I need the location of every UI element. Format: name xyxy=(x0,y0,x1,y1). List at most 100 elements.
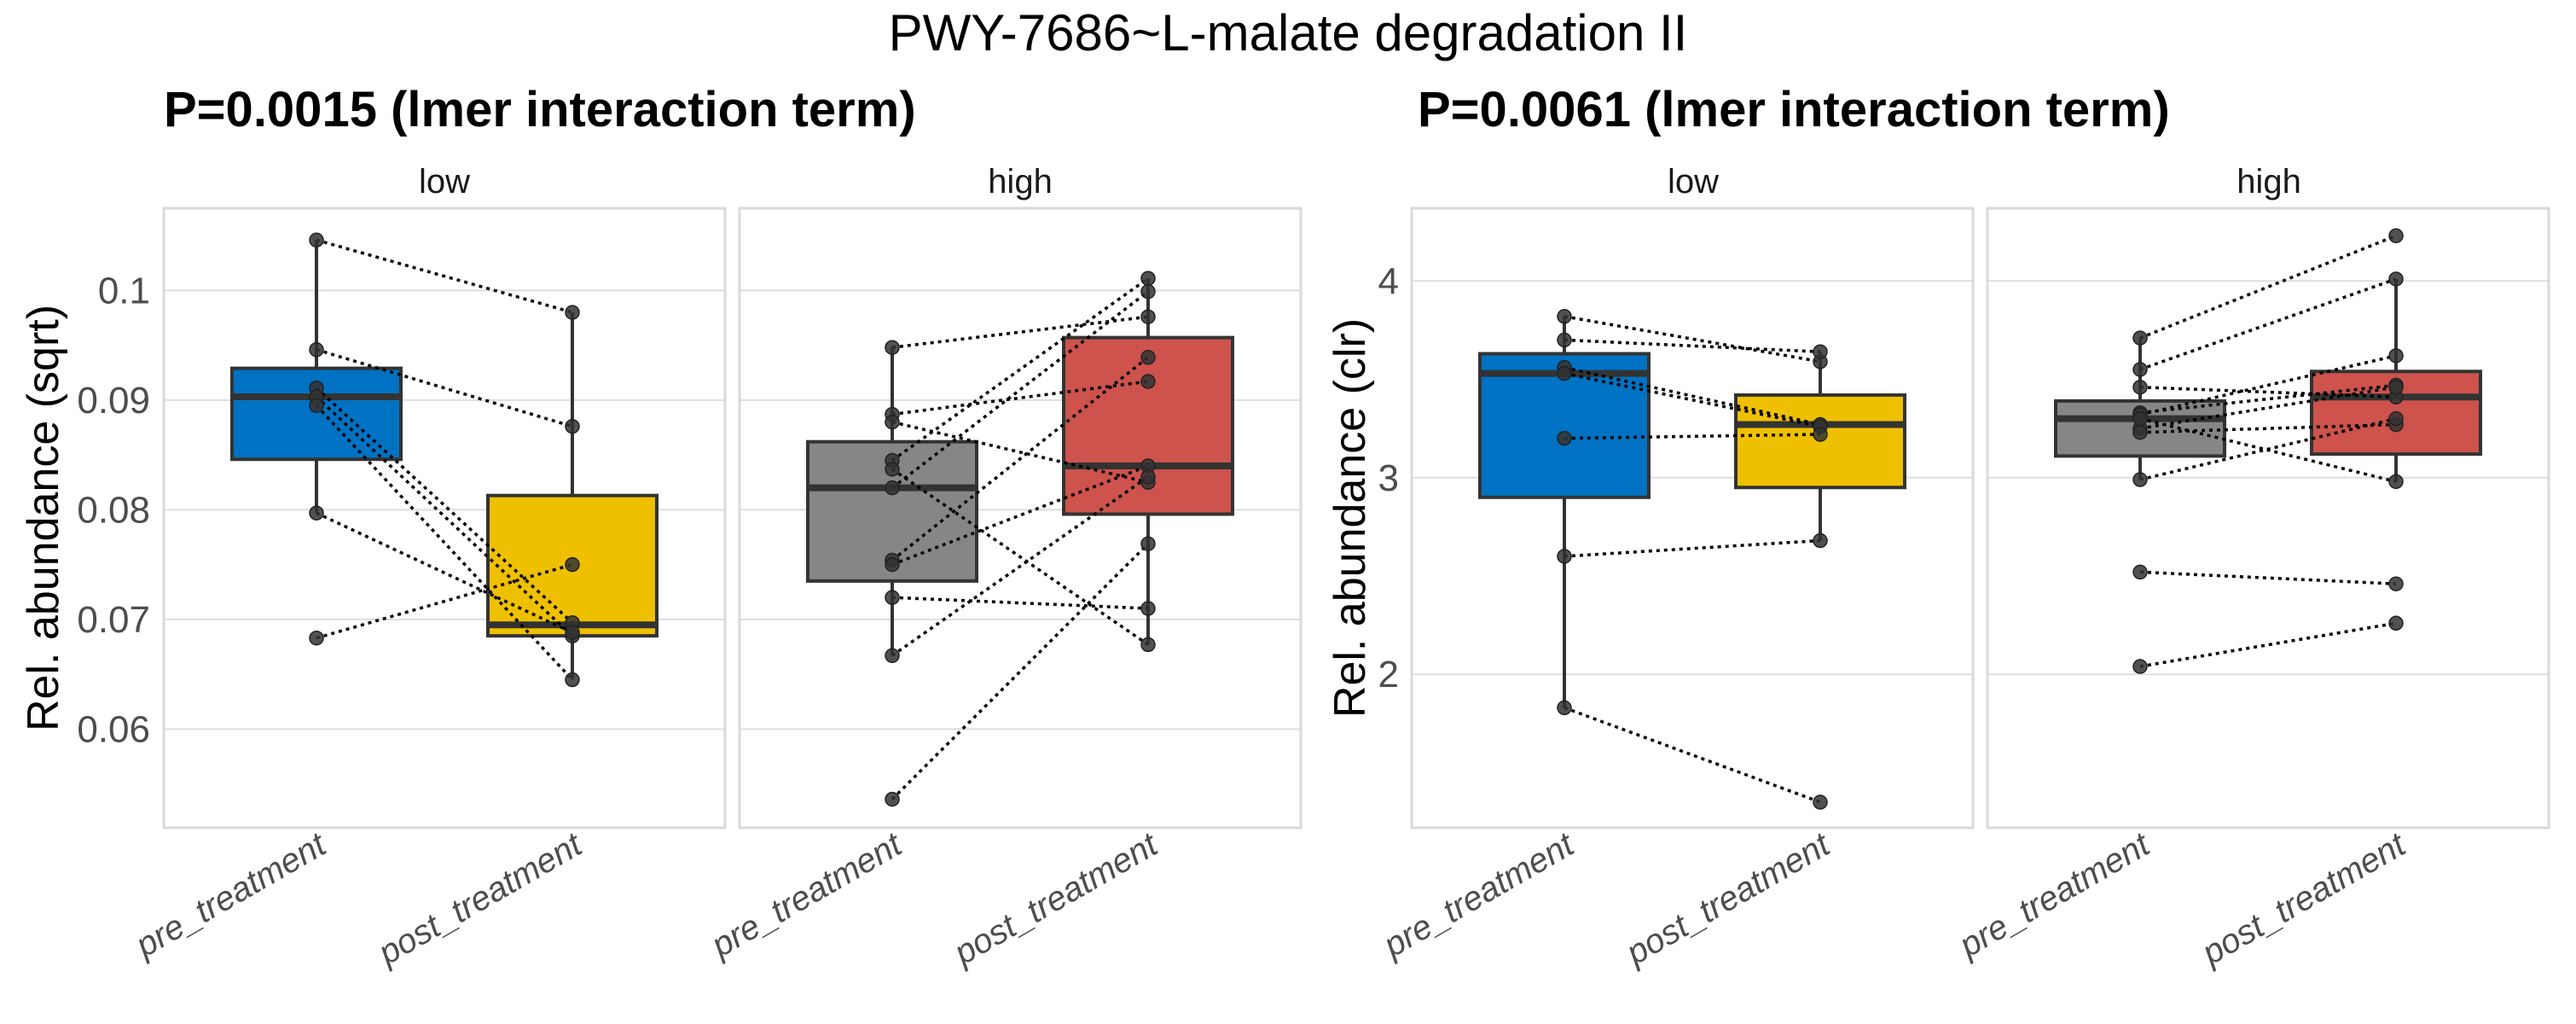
paired-line xyxy=(2139,354,2397,416)
paired-line xyxy=(891,356,1150,561)
data-point-post xyxy=(2388,474,2404,490)
data-point-post xyxy=(565,418,580,434)
data-point-pre xyxy=(885,556,900,573)
paired-line xyxy=(316,348,573,428)
x-tick-label: pre_treatment xyxy=(705,825,909,965)
data-point-pre xyxy=(885,590,900,605)
data-point-post xyxy=(1140,283,1156,300)
data-point-post xyxy=(2388,379,2404,395)
y-tick-label: 4 xyxy=(1378,260,1399,302)
x-tick-label: pre_treatment xyxy=(1377,825,1581,965)
data-point-pre xyxy=(2132,410,2148,427)
data-point-pre xyxy=(1557,549,1572,564)
data-point-pre xyxy=(2132,659,2148,674)
data-point-pre xyxy=(309,342,324,358)
plot-clr: P=0.0061 (lmer interaction term) Rel. ab… xyxy=(1326,82,2550,973)
data-point-post xyxy=(565,672,580,688)
data-point-pre xyxy=(2132,379,2148,395)
data-point-pre xyxy=(885,791,900,807)
facet-strip-label: low xyxy=(1668,163,1719,201)
paired-line xyxy=(1564,315,1821,364)
y-tick-label: 0.09 xyxy=(77,380,150,422)
data-point-post xyxy=(2388,576,2404,591)
y-tick-label: 0.1 xyxy=(98,270,150,311)
data-point-post xyxy=(1140,374,1156,389)
facet-strip-label: high xyxy=(2237,163,2301,201)
plot-subtitle: P=0.0061 (lmer interaction term) xyxy=(1418,82,2170,137)
paired-line xyxy=(2139,621,2397,668)
paired-line xyxy=(1564,365,1821,427)
data-point-pre xyxy=(885,648,900,664)
data-point-pre xyxy=(309,398,324,414)
paired-line xyxy=(316,562,573,640)
plot-sqrt: P=0.0015 (lmer interaction term) Rel. ab… xyxy=(19,82,1303,973)
data-point-pre xyxy=(1557,332,1572,348)
data-point-post xyxy=(1140,309,1156,324)
data-point-pre xyxy=(1557,430,1572,446)
panel-background xyxy=(1986,207,2550,829)
data-point-post xyxy=(1140,271,1156,286)
data-point-post xyxy=(565,625,580,641)
x-tick-label: pre_treatment xyxy=(1952,825,2157,965)
data-point-pre xyxy=(1557,365,1572,381)
paired-line xyxy=(891,542,1150,800)
panel-background xyxy=(1410,207,1975,829)
facet-panel-high xyxy=(1986,207,2550,829)
data-point-post xyxy=(565,556,580,573)
data-point-pre xyxy=(2132,564,2148,580)
data-point-post xyxy=(565,305,580,320)
data-point-post xyxy=(2388,410,2404,427)
x-tick-label: post_treatment xyxy=(948,825,1166,973)
plot-subtitle: P=0.0015 (lmer interaction term) xyxy=(164,82,916,137)
data-point-pre xyxy=(2132,362,2148,377)
data-point-post xyxy=(1813,794,1828,810)
data-point-post xyxy=(1140,536,1156,551)
data-point-pre xyxy=(885,414,900,430)
x-tick-label: post_treatment xyxy=(1620,825,1838,973)
facet-panel-low xyxy=(1410,207,1975,829)
data-point-pre xyxy=(885,462,900,477)
paired-line xyxy=(2139,416,2397,481)
y-axis-title: Rel. abundance (clr) xyxy=(1326,318,1375,718)
paired-line xyxy=(315,404,574,681)
data-point-post xyxy=(1813,344,1828,359)
paired-line xyxy=(316,511,573,634)
paired-line xyxy=(891,276,1150,462)
y-tick-label: 0.07 xyxy=(77,599,150,641)
data-point-pre xyxy=(2132,424,2148,440)
data-point-pre xyxy=(309,232,324,248)
facet-strip-label: low xyxy=(419,163,470,201)
y-axis-title: Rel. abundance (sqrt) xyxy=(19,305,68,731)
data-point-post xyxy=(1140,601,1156,616)
data-point-post xyxy=(1813,532,1828,549)
data-point-post xyxy=(1140,637,1156,653)
data-point-post xyxy=(1140,350,1156,365)
data-point-pre xyxy=(885,340,900,355)
data-point-pre xyxy=(309,505,324,521)
y-tick-label: 0.08 xyxy=(77,489,150,531)
paired-line xyxy=(891,380,1149,416)
data-point-pre xyxy=(2132,330,2148,346)
data-point-pre xyxy=(1557,700,1572,716)
data-point-post xyxy=(2388,348,2404,364)
x-tick-label: post_treatment xyxy=(372,825,590,973)
facet-panel-high xyxy=(738,207,1303,829)
y-tick-label: 0.06 xyxy=(77,708,150,750)
data-point-pre xyxy=(2132,472,2148,487)
data-point-post xyxy=(2388,271,2404,287)
x-tick-label: pre_treatment xyxy=(129,825,334,965)
paired-line xyxy=(2139,386,2397,430)
paired-line xyxy=(891,420,1149,484)
paired-line xyxy=(891,468,1149,646)
paired-line xyxy=(891,290,1150,490)
y-tick-label: 3 xyxy=(1378,457,1399,499)
y-tick-label: 2 xyxy=(1378,654,1399,695)
data-point-pre xyxy=(885,480,900,496)
facet-panel-low xyxy=(162,207,727,829)
data-point-pre xyxy=(1557,309,1572,324)
chart-title: PWY-7686~L-malate degradation II xyxy=(889,4,1688,61)
paired-line xyxy=(1564,371,1821,428)
facet-strip-label: high xyxy=(988,163,1053,201)
data-point-post xyxy=(1813,427,1828,442)
